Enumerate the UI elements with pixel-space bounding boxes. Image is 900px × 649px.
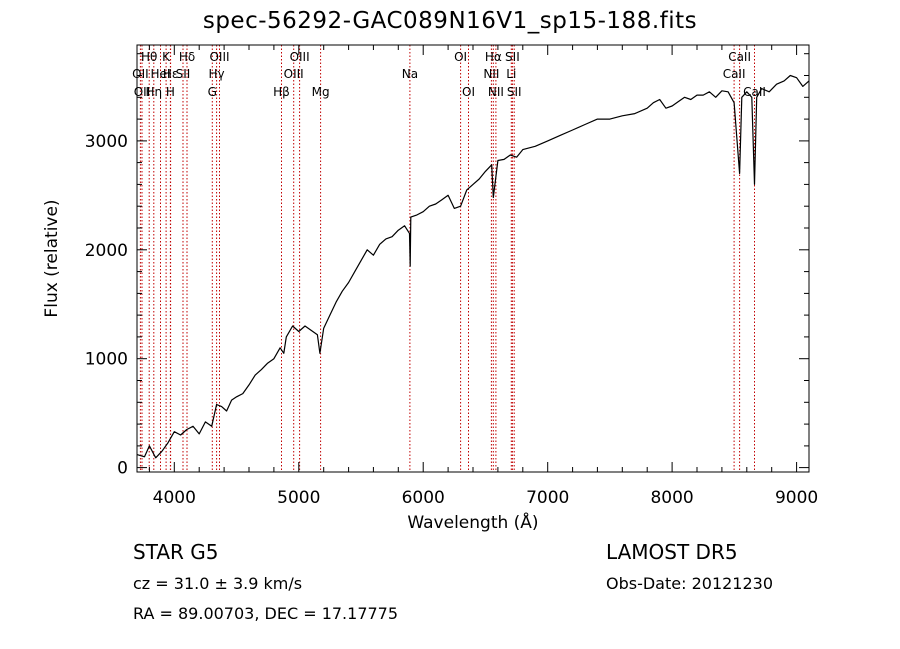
line-marker-label: SII [176,67,191,81]
line-marker-label: OI [462,85,475,99]
line-marker-label: CaII [723,67,746,81]
line-marker-label: Hβ [273,85,290,99]
line-marker-label: G [208,85,217,99]
survey-label: LAMOST DR5 [606,540,738,564]
object-class-label: STAR G5 [133,540,219,564]
line-marker-label: Mg [312,85,330,99]
x-axis-label: Wavelength (Å) [407,511,538,533]
line-marker-label: Hγ [209,67,225,81]
line-marker-label: SII [505,50,520,64]
line-marker-label: Hδ [179,50,195,64]
line-marker-label: OIII [209,50,229,64]
line-marker-label: NII [488,85,504,99]
line-marker-label: CaII [743,85,766,99]
line-marker-label: Hθ [141,50,157,64]
line-marker-label: H [166,85,175,99]
line-marker-label: K [162,50,171,64]
x-tick-label: 8000 [650,488,693,508]
line-marker-label: OII [134,85,151,99]
y-axis-label: Flux (relative) [42,199,62,317]
line-marker-label: SII [507,85,522,99]
x-tick-label: 6000 [402,488,445,508]
line-marker-label: Li [506,67,516,81]
y-tick-label: 0 [117,459,128,479]
y-tick-label: 1000 [85,350,128,370]
redshift-label: cz = 31.0 ± 3.9 km/s [133,574,303,593]
line-marker-label: OII [132,67,149,81]
coordinates-label: RA = 89.00703, DEC = 17.17775 [133,604,399,623]
chart-title: spec-56292-GAC089N16V1_sp15-188.fits [202,8,698,34]
plot-frame [136,44,810,473]
y-tick-label: 3000 [85,132,128,152]
line-marker-label: Hε [163,67,179,81]
y-tick-label: 2000 [85,241,128,261]
line-marker-label: Hη [145,85,162,99]
line-marker-label: OIII [284,67,304,81]
x-tick-label: 4000 [153,488,196,508]
line-marker-label: OI [454,50,467,64]
x-tick-label: 9000 [775,488,818,508]
line-marker-label: HeI [151,67,171,81]
spectrum-line [136,74,810,459]
x-tick-label: 7000 [526,488,569,508]
line-marker-label: CaII [728,50,751,64]
line-marker-label: NII [483,67,499,81]
line-marker-label: Na [402,67,418,81]
x-tick-label: 5000 [277,488,320,508]
obs-date-label: Obs-Date: 20121230 [606,574,774,593]
line-marker-label: OIII [290,50,310,64]
line-marker-label: Hα [485,50,502,64]
